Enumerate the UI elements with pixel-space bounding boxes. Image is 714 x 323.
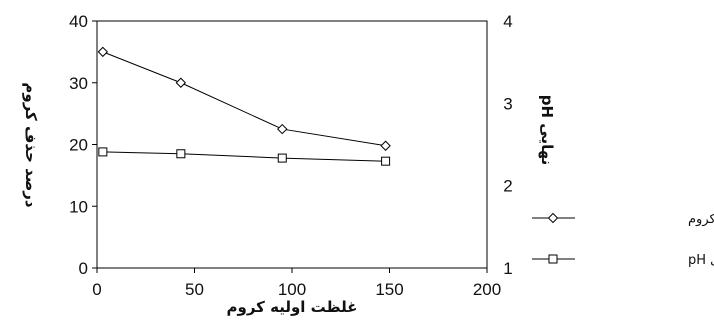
x-tick-label: 0 xyxy=(92,280,101,299)
series-1-point xyxy=(380,140,391,151)
x-tick-label: 200 xyxy=(473,280,501,299)
y-right-tick-label: 1 xyxy=(503,259,512,278)
y-left-axis-ticks: 0 10 20 30 40 xyxy=(69,12,97,278)
series-line-2 xyxy=(102,151,386,162)
x-axis-ticks: 0 50 100 150 200 xyxy=(92,268,501,299)
series-2-point xyxy=(98,147,108,157)
y-left-axis-title: درصد حذف کروم xyxy=(22,82,40,208)
series-1-point xyxy=(175,77,187,88)
y-right-axis-title: pH نهایی xyxy=(538,95,556,166)
y-left-tick-label: 10 xyxy=(69,197,88,216)
legend-label-2: نهایی pH xyxy=(688,253,714,268)
y-right-tick-label: 2 xyxy=(503,177,512,196)
series-1-point xyxy=(277,123,288,135)
x-tick-label: 150 xyxy=(375,280,403,299)
legend-marker-1 xyxy=(547,212,559,224)
legend-marker-2 xyxy=(548,254,558,264)
y-right-tick-label: 3 xyxy=(503,94,512,113)
series-2-point xyxy=(381,156,391,166)
series-1-point xyxy=(97,46,109,58)
y-left-tick-label: 20 xyxy=(69,136,88,155)
y-left-tick-label: 40 xyxy=(69,12,88,31)
legend-label-1: درصد حذف کروم xyxy=(688,212,714,227)
y-right-axis-ticks: 1 2 3 4 xyxy=(503,12,512,278)
x-tick-label: 50 xyxy=(185,280,204,299)
y-left-tick-label: 0 xyxy=(79,259,88,278)
plot-frame xyxy=(96,20,488,269)
x-axis-title: غلظت اولیه کروم xyxy=(227,298,358,316)
legend: درصد حذف کروم نهایی pH xyxy=(532,212,714,268)
x-tick-label: 100 xyxy=(278,280,306,299)
y-right-tick-label: 4 xyxy=(503,12,512,31)
series-2-point xyxy=(277,153,287,163)
series-layer xyxy=(97,46,391,166)
series-2-point xyxy=(176,149,186,159)
y-left-tick-label: 30 xyxy=(69,74,88,93)
series-line-1 xyxy=(102,51,386,147)
